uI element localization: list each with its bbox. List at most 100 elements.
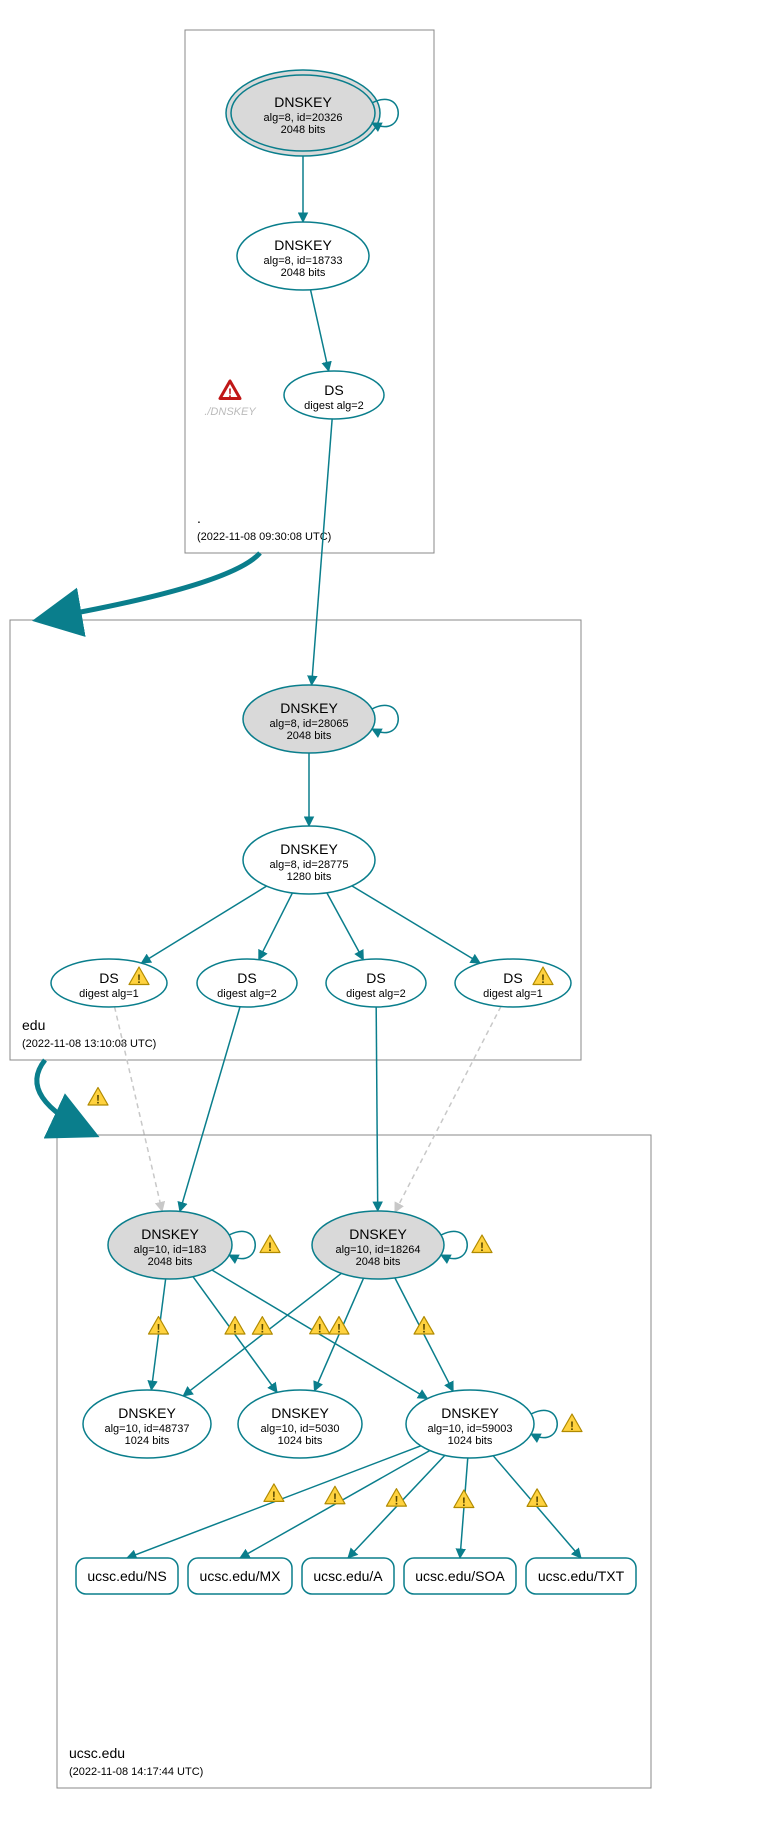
svg-text:!: ! [570,1419,574,1433]
svg-text:!: ! [268,1240,272,1254]
node-ucsc-ksk2: DNSKEY alg=10, id=182642048 bits! [312,1211,492,1279]
svg-text:2048 bits: 2048 bits [148,1256,193,1268]
svg-text:digest alg=1: digest alg=1 [79,988,139,1000]
node-edu-ds4: DSdigest alg=1! [455,959,571,1007]
svg-text:(2022-11-08 09:30:08 UTC): (2022-11-08 09:30:08 UTC) [197,531,331,543]
svg-text:DNSKEY: DNSKEY [271,1405,329,1421]
edge [141,886,266,963]
svg-text:!: ! [462,1495,466,1509]
node-edu-ds2: DS digest alg=2 [197,959,297,1007]
node-root-warn: ! ./DNSKEY [204,381,256,418]
svg-text:alg=10, id=48737: alg=10, id=48737 [104,1423,189,1435]
warning-icon: ! [252,1317,272,1336]
svg-text:alg=8, id=28775: alg=8, id=28775 [270,859,349,871]
svg-text:alg=8, id=20326: alg=8, id=20326 [264,112,343,124]
svg-text:digest alg=2: digest alg=2 [217,988,277,1000]
node-rr-ns: ucsc.edu/NS [76,1558,178,1594]
node-root-ksk: DNSKEY alg=8, id=203262048 bits [226,70,398,156]
svg-text:ucsc.edu: ucsc.edu [69,1745,125,1761]
warning-icon: ! [264,1484,284,1503]
svg-text:DNSKEY: DNSKEY [280,700,338,716]
svg-text:DS: DS [366,970,385,986]
warning-icon: ! [260,1235,280,1254]
svg-text:!: ! [541,972,545,986]
svg-text:alg=8, id=18733: alg=8, id=18733 [264,255,343,267]
node-ucsc-zsk2: DNSKEY alg=10, id=50301024 bits [238,1390,362,1458]
edge [395,1006,501,1212]
warning-icon: ! [472,1235,492,1254]
svg-text:!: ! [233,1322,237,1336]
self-loop [441,1231,467,1258]
svg-text:./DNSKEY: ./DNSKEY [204,406,256,418]
svg-text:digest alg=2: digest alg=2 [304,400,364,412]
svg-text:(2022-11-08 14:17:44 UTC): (2022-11-08 14:17:44 UTC) [69,1766,203,1778]
svg-text:1024 bits: 1024 bits [125,1435,170,1447]
svg-text:2048 bits: 2048 bits [281,124,326,136]
node-rr-a: ucsc.edu/A [302,1558,394,1594]
svg-text:1024 bits: 1024 bits [278,1435,323,1447]
self-loop [372,705,398,732]
svg-text:edu: edu [22,1017,45,1033]
svg-text:ucsc.edu/TXT: ucsc.edu/TXT [538,1568,625,1584]
svg-text:!: ! [137,972,141,986]
warning-icon: ! [149,1316,169,1335]
svg-text:alg=10, id=18264: alg=10, id=18264 [335,1244,420,1256]
svg-text:!: ! [422,1322,426,1336]
svg-text:ucsc.edu/A: ucsc.edu/A [313,1568,383,1584]
svg-text:!: ! [228,386,232,400]
svg-text:.: . [197,510,201,526]
svg-text:!: ! [333,1491,337,1505]
warning-icon: ! [325,1486,345,1505]
svg-text:DNSKEY: DNSKEY [274,94,332,110]
error-icon: ! [220,381,240,400]
svg-text:DS: DS [99,970,118,986]
warning-icon: ! [88,1088,108,1107]
edge [311,290,329,371]
zone-arrow [37,1060,95,1135]
svg-text:alg=10, id=183: alg=10, id=183 [134,1244,207,1256]
node-edu-zsk: DNSKEYalg=8, id=287751280 bits [243,826,375,894]
self-loop [531,1410,557,1437]
svg-text:digest alg=2: digest alg=2 [346,988,406,1000]
warning-icon: ! [310,1316,330,1335]
svg-text:DNSKEY: DNSKEY [118,1405,176,1421]
svg-text:DNSKEY: DNSKEY [141,1226,199,1242]
warning-icon: ! [454,1490,474,1509]
dnssec-diagram: . (2022-11-08 09:30:08 UTC) edu (2022-11-08… [0,0,783,1840]
svg-text:alg=10, id=5030: alg=10, id=5030 [261,1423,340,1435]
svg-text:!: ! [337,1322,341,1336]
svg-text:DNSKEY: DNSKEY [349,1226,407,1242]
svg-text:!: ! [318,1321,322,1335]
svg-text:1024 bits: 1024 bits [448,1435,493,1447]
node-ucsc-ksk1: DNSKEY alg=10, id=1832048 bits! [108,1211,280,1279]
svg-text:1280 bits: 1280 bits [287,871,332,883]
svg-text:DS: DS [237,970,256,986]
svg-text:2048 bits: 2048 bits [281,267,326,279]
node-root-ds: DSdigest alg=2 [284,371,384,419]
nodes-layer: DNSKEYalg=8, id=203262048 bitsDNSKEYalg=… [51,70,636,1594]
svg-text:(2022-11-08 13:10:08 UTC): (2022-11-08 13:10:08 UTC) [22,1038,156,1050]
svg-text:DS: DS [503,970,522,986]
edge [327,893,364,960]
svg-text:!: ! [535,1494,539,1508]
svg-text:!: ! [157,1321,161,1335]
svg-text:ucsc.edu/NS: ucsc.edu/NS [87,1568,166,1584]
edge [352,886,480,963]
edge [180,1007,240,1212]
svg-text:ucsc.edu/SOA: ucsc.edu/SOA [415,1568,505,1584]
edge [312,419,333,685]
svg-text:!: ! [260,1322,264,1336]
edge [259,893,293,960]
node-rr-soa: ucsc.edu/SOA [404,1558,516,1594]
svg-text:2048 bits: 2048 bits [356,1256,401,1268]
svg-text:!: ! [96,1093,100,1107]
svg-text:ucsc.edu/MX: ucsc.edu/MX [200,1568,282,1584]
svg-text:2048 bits: 2048 bits [287,730,332,742]
node-edu-ds1: DS digest alg=1! [51,959,167,1007]
node-root-zsk: DNSKEY alg=8, id=187332048 bits [237,222,369,290]
svg-text:!: ! [480,1240,484,1254]
svg-text:alg=10, id=59003: alg=10, id=59003 [427,1423,512,1435]
zone-arrow [37,553,260,620]
svg-text:DNSKEY: DNSKEY [274,237,332,253]
svg-text:alg=8, id=28065: alg=8, id=28065 [270,718,349,730]
